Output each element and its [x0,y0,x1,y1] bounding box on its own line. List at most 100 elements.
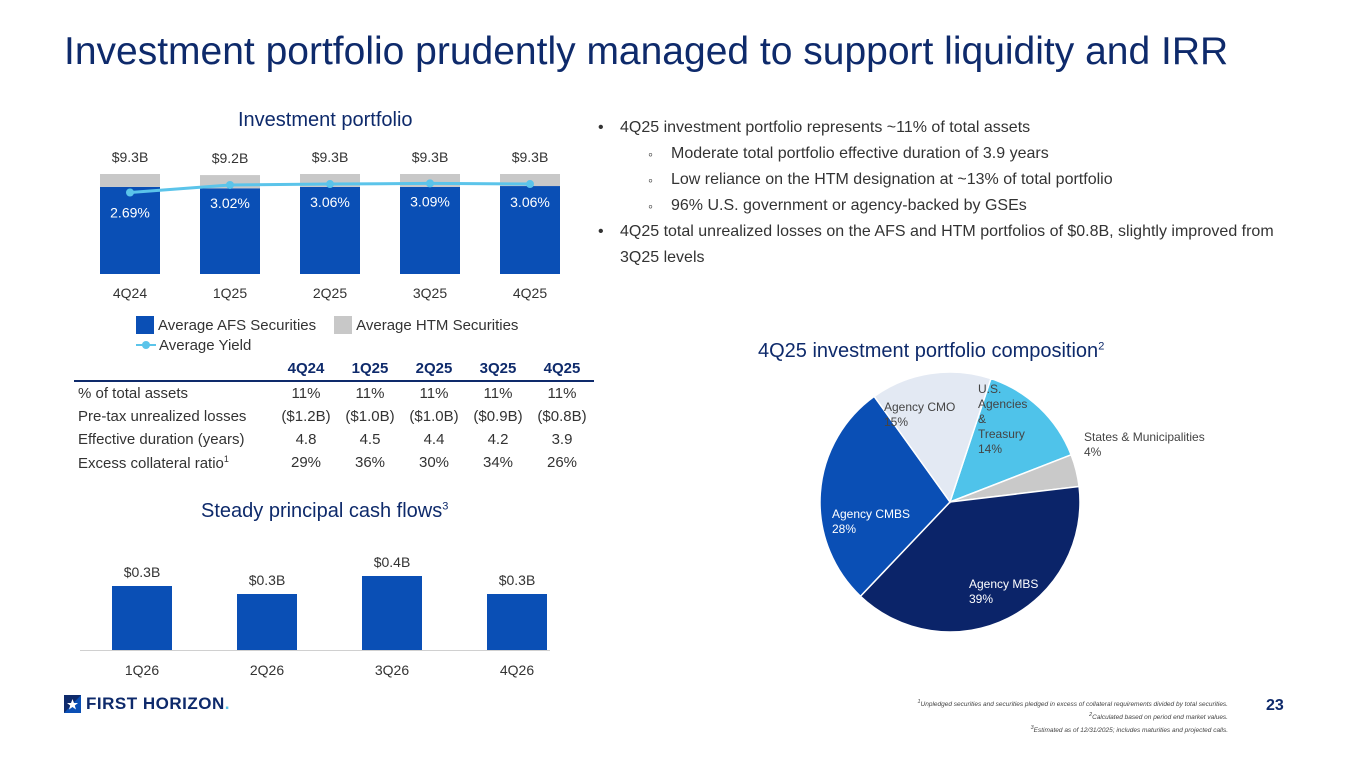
pie-label-line: 14% [978,442,1003,456]
logo-dot: . [224,694,230,713]
x-tick-label: 2Q25 [313,285,347,301]
table-row: Excess collateral ratio1 29% 36% 30% 34%… [74,451,594,474]
cash-flow-bar [112,586,172,650]
table-cell: 4.8 [295,431,317,448]
footnote-marker: 3 [1030,725,1034,732]
yield-point [526,180,534,189]
page-title: Investment portfolio prudently managed t… [64,30,1229,73]
company-logo: FIRST HORIZON. [64,694,230,714]
table-header-cell: 3Q25 [466,358,530,382]
legend-afs-swatch [136,316,154,334]
footnote-text: Unpledged securities and securities pled… [920,701,1228,709]
logo-text: FIRST HORIZON. [86,694,230,714]
x-tick-label: 3Q26 [375,662,409,678]
table-cell: 4.5 [359,431,381,448]
table-cell: 34% [482,454,514,471]
pie-label-line: 39% [969,592,994,606]
pie-slice [873,371,992,504]
legend-htm-label: Average HTM Securities [356,316,519,334]
row-label: % of total assets [78,385,189,402]
cash-flow-chart-title: Steady principal cash flows3 [201,500,448,523]
table-cell: ($1.0B) [409,408,459,425]
portfolio-metrics-table: 4Q24 1Q25 2Q25 3Q25 4Q25 % of total asse… [74,358,594,474]
row-label: Excess collateral ratio1 [74,451,274,474]
table-cell: ($1.0B) [345,408,395,425]
table-cell: 30% [418,454,450,471]
x-tick-label: 3Q25 [413,285,447,301]
yield-point [226,180,234,189]
cash-flow-value-label: $0.3B [249,572,286,588]
pie-label-line: 4% [1084,445,1102,459]
pie-label-line: Agency MBS [969,577,1039,591]
logo-name: FIRST HORIZON [86,694,225,713]
cash-flow-value-label: $0.4B [374,554,411,570]
pie-label-agency-cmbs: Agency CMBS 28% [832,507,910,537]
footnote-marker: 3 [442,500,449,513]
x-tick-label: 2Q26 [250,662,284,678]
cash-flow-bar [362,576,422,650]
bullet-item: 4Q25 investment portfolio represents ~11… [596,115,1316,141]
bar-total-label: $9.3B [312,149,349,165]
yield-label: 3.06% [310,194,350,210]
pie-label-agency-cmo: Agency CMO 15% [884,400,955,430]
afs-bar [400,186,460,274]
pie-label-line: Treasury [978,427,1025,441]
pie-label-line: 15% [884,415,909,429]
pie-label-line: 28% [832,522,857,536]
cash-flow-value-label: $0.3B [124,564,161,580]
pie-label-line: Agency CMBS [832,507,911,521]
footnotes: 1Unpledged securities and securities ple… [918,697,1229,736]
bar-total-label: $9.2B [212,150,249,166]
pie-slice [819,395,951,598]
pie-label-line: States & Municipalities [1084,430,1205,444]
table-header-row: 4Q24 1Q25 2Q25 3Q25 4Q25 [74,358,594,382]
pie-slice [859,485,1081,633]
composition-title-text: 4Q25 investment portfolio composition [758,340,1099,362]
afs-bar [500,186,560,274]
legend-yield-swatch [136,336,156,354]
table-cell: 11% [291,385,321,402]
table-row: % of total assets 11% 11% 11% 11% 11% [74,381,594,405]
pie-label-line: & [978,412,987,426]
pie-label-line: U.S. [978,382,1002,396]
table-header-blank [74,358,274,382]
afs-bar [100,186,160,274]
x-tick-label: 1Q25 [213,285,247,301]
footnote: 3Estimated as of 12/31/2025; includes ma… [918,723,1228,736]
x-tick-label: 4Q24 [113,285,147,301]
footnote-text: Calculated based on period end market va… [1092,714,1228,722]
table-header-cell: 4Q25 [530,358,594,382]
footnote: 2Calculated based on period end market v… [918,710,1228,723]
yield-label: 3.09% [410,193,450,209]
table-cell: 11% [419,385,449,402]
pie-label-us-agencies: U.S. Agencies & Treasury 14% [978,382,1027,457]
table-header-cell: 4Q24 [274,358,338,382]
footnote-marker: 1 [223,453,229,464]
bullet-item: 4Q25 total unrealized losses on the AFS … [596,219,1316,271]
x-tick-label: 4Q25 [513,285,547,301]
table-cell: ($0.8B) [537,408,587,425]
table-cell: 4.4 [423,431,445,448]
table-row: Pre-tax unrealized losses ($1.2B) ($1.0B… [74,405,594,428]
cash-flow-bar [237,594,297,650]
footnote-marker: 2 [1089,712,1093,719]
table-cell: 26% [546,454,578,471]
bar-total-label: $9.3B [512,149,549,165]
yield-point [426,179,434,188]
yield-point [126,188,134,197]
table-cell: 36% [354,454,386,471]
table-cell: 11% [547,385,577,402]
portfolio-composition-pie [819,371,1081,633]
row-label: Pre-tax unrealized losses [78,408,247,425]
table-cell: 11% [483,385,513,402]
yield-label: 3.06% [510,194,550,210]
composition-chart-title: 4Q25 investment portfolio composition2 [758,340,1104,363]
legend-yield-label: Average Yield [159,336,252,354]
table-cell: 3.9 [551,431,573,448]
yield-point [326,180,334,189]
bar-total-label: $9.3B [112,149,149,165]
sub-bullet-item: Moderate total portfolio effective durat… [596,141,1316,167]
yield-label: 3.02% [210,195,250,211]
bar-total-label: $9.3B [412,149,449,165]
sub-bullet-item: Low reliance on the HTM designation at ~… [596,167,1316,193]
